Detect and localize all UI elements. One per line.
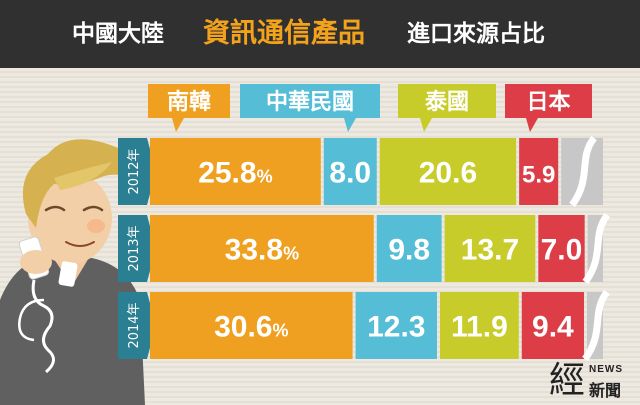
legend-item-4: 日本 [505, 84, 592, 132]
bar-segment [538, 215, 585, 282]
news-logo: 經 NEWS 新聞 [549, 360, 635, 402]
data-label: 8.0 [329, 157, 371, 190]
legend-label: 南韓 [167, 89, 211, 115]
bar-segment [355, 292, 437, 359]
logo-english: NEWS [589, 364, 623, 375]
bar-segment [150, 138, 321, 205]
legend-label: 中華民國 [266, 90, 354, 115]
year-tab [118, 292, 156, 359]
bar-segment [519, 138, 559, 205]
bar-segment [323, 138, 377, 205]
data-label: 9.8 [388, 234, 430, 267]
legend-item-3: 泰國 [398, 84, 496, 132]
year-tab [118, 138, 156, 205]
data-label: 20.6 [419, 157, 477, 190]
year-label: 2012年 [127, 148, 142, 194]
character-illustration [0, 139, 145, 405]
title-prefix: 中國大陸 [72, 21, 164, 47]
break-mark [582, 212, 611, 285]
data-label: 7.0 [541, 234, 583, 267]
data-label: 13.7 [461, 234, 519, 267]
data-label: 12.3 [367, 311, 425, 344]
legend-label: 泰國 [424, 90, 469, 115]
legend-label: 日本 [526, 90, 570, 115]
year-label: 2013年 [127, 225, 142, 271]
title-highlight: 資訊通信產品 [203, 18, 365, 49]
bar-row: 2014年 30.6% 12.3 11.9 9.4 [118, 289, 610, 362]
bar-rows: 2012年 25.8% 8.0 20.6 5.9 2013年 33.8% 9.8 13.7 7.0… [118, 135, 611, 362]
break-mark [582, 289, 610, 362]
break-mark [569, 135, 597, 208]
year-tab [118, 215, 156, 282]
bar-segment [150, 292, 353, 359]
bar-segment [150, 215, 374, 282]
legend-swatch [148, 84, 230, 132]
data-label: 11.9 [451, 311, 508, 344]
bar-row: 2013年 33.8% 9.8 13.7 7.0 [118, 212, 611, 285]
legend-item-2: 中華民國 [240, 84, 380, 132]
bar-segment [444, 215, 536, 282]
bar-row: 2012年 25.8% 8.0 20.6 5.9 [118, 135, 603, 208]
year-label: 2014年 [127, 302, 142, 348]
title-suffix: 進口來源占比 [407, 21, 545, 47]
data-label: 5.9 [522, 162, 555, 189]
data-label: 33.8% [225, 234, 299, 267]
legend: 南韓 中華民國 泰國 日本 [148, 84, 592, 132]
logo-big-character: 經 [549, 360, 586, 401]
bar-segment [379, 138, 517, 205]
legend-item-1: 南韓 [148, 84, 230, 132]
legend-swatch [398, 84, 496, 132]
bar-segment [376, 215, 442, 282]
data-label: 30.6% [214, 311, 288, 344]
bar-segment [521, 292, 585, 359]
logo-chinese: 新聞 [589, 381, 622, 400]
legend-swatch [505, 84, 592, 132]
legend-swatch [240, 84, 380, 132]
data-label: 25.8% [198, 157, 272, 190]
title-banner: 中國大陸 資訊通信產品 進口來源占比 [0, 0, 640, 68]
data-label: 9.4 [532, 311, 574, 344]
bar-segment [439, 292, 519, 359]
